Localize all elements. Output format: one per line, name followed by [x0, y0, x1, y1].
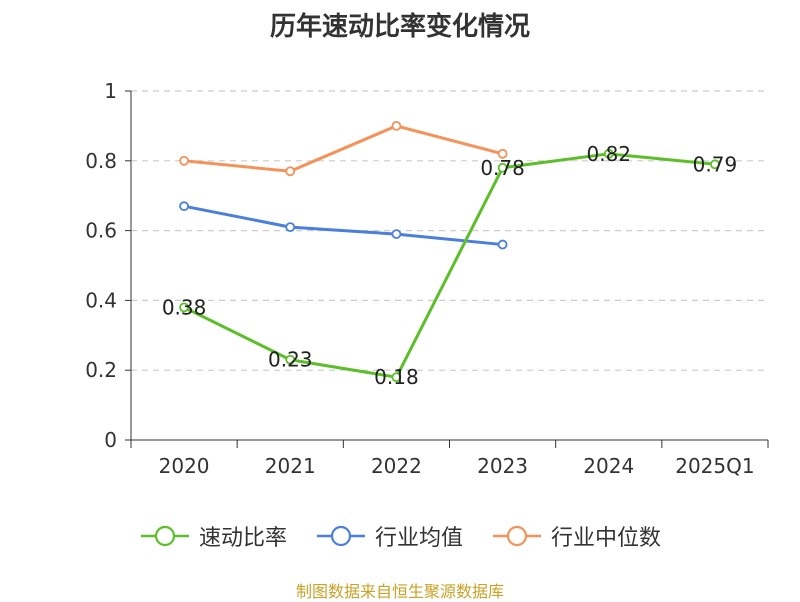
data-point	[497, 162, 508, 173]
x-tick-label: 2021	[265, 454, 316, 478]
legend-item[interactable]: 速动比率	[139, 520, 287, 552]
legend-item[interactable]: 行业均值	[315, 520, 463, 552]
axes: 0 0.2 0.4 0.6 0.8 1 2020 2021 2022 2023 2024 2025Q1	[85, 79, 769, 478]
data-point	[710, 159, 720, 170]
series-line-2	[183, 124, 503, 173]
y-tick-label: 1	[104, 79, 117, 103]
x-tick-label: 2022	[371, 454, 422, 478]
x-tick-label: 2023	[477, 454, 528, 478]
data-point	[285, 354, 296, 365]
data-label: 0.23	[268, 348, 313, 372]
source-note: 制图数据来自恒生聚源数据库	[295, 582, 504, 601]
y-tick-label: 0.6	[85, 219, 117, 243]
legend-marker-icon	[493, 525, 541, 547]
data-label: 0.82	[586, 142, 631, 166]
data-point	[285, 166, 296, 177]
series-line-1	[183, 204, 503, 247]
x-tick-label: 2025Q1	[675, 454, 754, 478]
data-point	[179, 201, 189, 212]
legend: 速动比率 行业均值 行业中位数	[0, 520, 800, 552]
data-point	[391, 121, 402, 131]
legend-label: 行业均值	[374, 526, 463, 551]
x-tick-label: 2024	[583, 454, 634, 478]
x-tick-label: 2020	[159, 454, 210, 478]
legend-marker-icon	[316, 525, 365, 547]
data-labels: 0.38 0.23 0.18 0.78 0.82 0.79	[162, 142, 737, 389]
grid-lines	[131, 90, 768, 371]
data-label: 0.79	[693, 152, 738, 176]
legend-label: 速动比率	[198, 526, 287, 551]
data-point	[391, 229, 402, 239]
data-point	[179, 302, 189, 313]
series-line-0	[183, 152, 716, 379]
data-point	[603, 148, 614, 159]
y-tick-label: 0.4	[85, 288, 117, 312]
chart-title: 历年速动比率变化情况	[269, 12, 530, 42]
y-tick-label: 0	[104, 428, 117, 452]
data-label: 0.38	[162, 295, 207, 319]
data-label: 0.18	[374, 365, 419, 389]
legend-label: 行业中位数	[551, 526, 662, 551]
legend-marker-icon	[140, 525, 189, 547]
data-point	[497, 148, 508, 159]
data-point	[179, 155, 189, 166]
y-tick-label: 0.2	[85, 358, 117, 382]
legend-item[interactable]: 行业中位数	[491, 520, 661, 552]
data-point	[497, 239, 508, 250]
data-point	[391, 372, 402, 383]
data-point	[285, 222, 296, 233]
data-label: 0.78	[480, 156, 525, 180]
y-tick-label: 0.8	[85, 149, 117, 173]
series-lines	[179, 121, 720, 383]
